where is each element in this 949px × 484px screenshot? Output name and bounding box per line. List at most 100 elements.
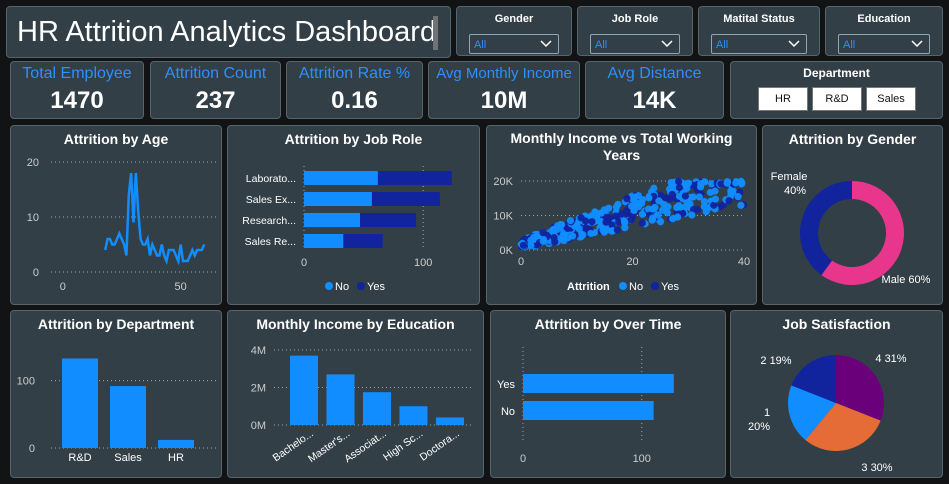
bar <box>399 406 428 425</box>
point-no <box>539 237 547 245</box>
bar-no <box>304 192 372 206</box>
department-option-rd[interactable]: R&D <box>812 87 862 111</box>
point-no <box>587 212 595 220</box>
bar <box>436 417 464 425</box>
pie-label-female-pct: 40% <box>784 185 806 197</box>
kpi-label: Attrition Rate % <box>298 65 411 82</box>
bar <box>363 392 391 425</box>
legend-label: Yes <box>661 281 679 293</box>
point-no <box>645 194 653 202</box>
department-option-sales[interactable]: Sales <box>866 87 916 111</box>
point-no <box>654 211 662 219</box>
bar <box>523 374 674 393</box>
point-no <box>723 179 731 187</box>
point-yes <box>675 183 683 192</box>
point-no <box>548 227 556 235</box>
y-tick-label: 0K <box>500 245 514 257</box>
point-no <box>683 184 691 192</box>
point-no <box>732 179 740 187</box>
jobrole-slicer-title: Job Role <box>611 13 659 25</box>
y-tick-label: 0M <box>251 420 266 432</box>
x-tick-label: 40 <box>738 256 750 268</box>
department-chart-title: Attrition by Department <box>37 316 195 332</box>
point-no <box>727 187 735 195</box>
point-yes <box>613 226 621 234</box>
department-option-hr[interactable]: HR <box>758 87 808 111</box>
x-tick-label: 100 <box>414 257 432 269</box>
point-no <box>651 203 659 211</box>
gender-chart: Female 40% Male 60% <box>771 171 931 286</box>
age-chart-card: Attrition by Age 0 10 20 0 50 <box>10 125 222 305</box>
satisfaction-chart-card: Job Satisfaction 4 31% 3 30% 1 20% 2 19% <box>730 310 943 478</box>
kpi-total-employee: Total Employee 1470 <box>10 61 144 119</box>
satisfaction-chart-title: Job Satisfaction <box>782 316 891 332</box>
bar-yes <box>343 234 383 248</box>
marital-dropdown[interactable]: All <box>711 34 807 54</box>
point-yes <box>717 180 725 188</box>
point-yes <box>668 190 676 199</box>
y-tick-label: 20K <box>493 176 513 188</box>
marital-slicer[interactable]: Matital Status All <box>698 6 820 56</box>
point-yes <box>694 206 702 214</box>
point-no <box>621 219 629 227</box>
department-slicer: Department HR R&D Sales <box>730 61 943 119</box>
title-scrollbar[interactable] <box>433 16 438 50</box>
education-dropdown[interactable]: All <box>838 34 930 54</box>
point-yes <box>608 221 616 229</box>
point-no <box>587 229 595 238</box>
chevron-down-icon <box>661 40 673 48</box>
pie-slice-4 <box>836 355 884 421</box>
bar <box>523 401 654 420</box>
pie-label-pct: 20% <box>748 421 770 433</box>
legend-label: No <box>629 281 643 293</box>
gender-slicer[interactable]: Gender All <box>456 6 572 56</box>
point-no <box>569 232 577 240</box>
bar <box>158 439 194 448</box>
gender-slicer-title: Gender <box>494 13 534 25</box>
y-tick-label: 0 <box>33 267 39 279</box>
x-tick-label: 0 <box>301 257 307 269</box>
point-no <box>737 201 745 209</box>
kpi-value: 0.16 <box>331 87 378 114</box>
education-slicer[interactable]: Education All <box>825 6 943 56</box>
jobrole-slicer[interactable]: Job Role All <box>577 6 693 56</box>
legend-marker <box>651 282 659 290</box>
legend-label: No <box>335 281 349 293</box>
age-chart-title: Attrition by Age <box>63 131 169 147</box>
bar <box>62 358 98 448</box>
point-no <box>631 200 640 208</box>
point-no <box>656 218 665 226</box>
x-tick-label: 20 <box>626 256 638 268</box>
legend-marker <box>619 282 627 290</box>
point-no <box>711 195 720 203</box>
kpi-attrition-rate: Attrition Rate % 0.16 <box>286 61 423 119</box>
legend-marker <box>357 282 365 290</box>
scatter-chart: 0K 10K 20K 0 20 40 Attrition No Yes <box>493 176 750 293</box>
pie-label: 3 30% <box>861 462 892 474</box>
bar-yes <box>371 192 440 206</box>
kpi-label: Total Employee <box>22 65 132 82</box>
y-tick-label: 10 <box>27 212 39 224</box>
gender-dropdown[interactable]: All <box>469 34 559 54</box>
legend-title: Attrition <box>567 281 610 293</box>
education-chart: 0M2M4MBachelo...Master's...Associat...Hi… <box>251 345 473 465</box>
point-no <box>557 220 565 229</box>
jobrole-dropdown[interactable]: All <box>590 34 680 54</box>
pie-slice-1 <box>788 385 836 440</box>
education-dropdown-value: All <box>843 39 856 51</box>
point-yes <box>612 212 620 220</box>
point-no <box>689 193 697 201</box>
education-chart-card: Monthly Income by Education 0M 2M 4M Bachel… <box>227 310 484 478</box>
point-yes <box>519 241 528 249</box>
point-yes <box>716 203 725 211</box>
pie-label-female: Female <box>771 171 808 183</box>
kpi-label: Attrition Count <box>164 65 267 82</box>
gender-dropdown-value: All <box>474 39 487 51</box>
pie-label: 2 19% <box>760 355 791 367</box>
point-no <box>621 224 629 232</box>
pie-slice-3 <box>805 403 881 451</box>
point-no <box>674 213 682 221</box>
overtime-chart-title: Attrition by Over Time <box>534 316 682 332</box>
point-yes <box>674 177 683 186</box>
age-line-series <box>103 172 206 266</box>
